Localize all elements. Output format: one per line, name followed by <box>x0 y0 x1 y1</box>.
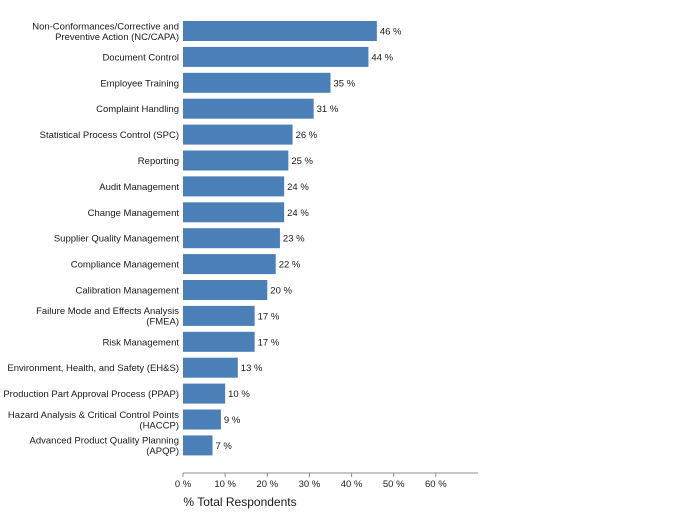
data-label: 26 % <box>296 130 318 141</box>
category-label-line: Audit Management <box>99 182 179 193</box>
x-tick-label: 60 % <box>425 479 447 490</box>
bar <box>183 305 255 326</box>
data-label: 17 % <box>258 337 280 348</box>
category-label-line: Reporting <box>138 156 179 167</box>
category-label: Complaint Handling <box>96 104 179 115</box>
category-label: Production Part Approval Process (PPAP) <box>3 389 179 400</box>
data-label: 24 % <box>287 208 309 219</box>
category-label-line: Advanced Product Quality Planning <box>30 436 179 447</box>
category-label-line: Complaint Handling <box>96 104 179 115</box>
category-label-line: Failure Mode and Effects Analysis <box>36 306 179 317</box>
data-label: 46 % <box>380 27 402 38</box>
category-label: Compliance Management <box>71 260 180 271</box>
x-tick-label: 50 % <box>383 479 405 490</box>
x-tick-label: 30 % <box>299 479 321 490</box>
category-label: Document Control <box>102 52 179 63</box>
value-labels: 46 % 44 % 35 % 31 % 26 % 25 % 24 % 24 % 23 % 22 %… <box>216 27 403 452</box>
x-axis: 0 % 10 % 20 % 30 % 40 % 50 % 60 % <box>175 472 478 490</box>
category-label-line: Environment, Health, and Safety (EH&S) <box>7 363 179 374</box>
data-label: 7 % <box>216 441 233 452</box>
category-label-line: Calibration Management <box>75 286 179 297</box>
data-label: 23 % <box>283 234 305 245</box>
category-label: Calibration Management <box>75 286 179 297</box>
category-label-line: Compliance Management <box>71 260 180 271</box>
bar <box>183 72 331 93</box>
bar <box>183 280 268 300</box>
category-label-line: Risk Management <box>102 337 179 348</box>
bar <box>183 409 221 430</box>
data-label: 31 % <box>317 104 339 115</box>
category-label: Hazard Analysis & Critical Control Point… <box>8 410 179 432</box>
category-label: Failure Mode and Effects Analysis (FMEA) <box>36 306 179 328</box>
bar <box>183 21 377 41</box>
data-label: 24 % <box>287 182 309 193</box>
category-label-line: Preventive Action (NC/CAPA) <box>55 32 179 43</box>
category-label: Risk Management <box>102 337 179 348</box>
x-tick-label: 0 % <box>175 479 192 490</box>
category-label-line: Supplier Quality Management <box>54 234 180 245</box>
category-label-line: Document Control <box>102 52 179 63</box>
bar <box>183 254 276 275</box>
bar <box>183 202 285 223</box>
data-label: 13 % <box>241 363 263 374</box>
category-label-line: (APQP) <box>146 446 179 457</box>
x-axis-title: % Total Respondents <box>183 495 296 509</box>
category-label: Reporting <box>138 156 179 167</box>
bars-layer <box>183 21 377 456</box>
category-label-line: Employee Training <box>100 78 179 89</box>
data-label: 44 % <box>371 52 393 63</box>
x-tick-label: 40 % <box>341 479 363 490</box>
bar <box>183 383 226 404</box>
bar <box>183 150 289 171</box>
category-label-line: Non-Conformances/Corrective and <box>32 21 179 32</box>
bar <box>183 176 285 197</box>
data-label: 35 % <box>334 78 356 89</box>
category-label: Environment, Health, and Safety (EH&S) <box>7 363 179 374</box>
category-label-line: Production Part Approval Process (PPAP) <box>3 389 179 400</box>
data-label: 17 % <box>258 311 280 322</box>
bar <box>183 331 255 352</box>
data-label: 20 % <box>270 286 292 297</box>
category-label: Change Management <box>88 208 180 219</box>
category-label: Audit Management <box>99 182 179 193</box>
data-label: 10 % <box>228 389 250 400</box>
category-label: Advanced Product Quality Planning (APQP) <box>30 436 179 458</box>
category-label-line: Statistical Process Control (SPC) <box>40 130 179 141</box>
bar <box>183 228 280 249</box>
x-tick-label: 10 % <box>214 479 236 490</box>
data-label: 22 % <box>279 260 301 271</box>
category-label: Employee Training <box>100 78 179 89</box>
x-tick-label: 20 % <box>256 479 278 490</box>
bar <box>183 98 314 119</box>
category-label: Supplier Quality Management <box>54 234 180 245</box>
data-label: 9 % <box>224 415 241 426</box>
category-label: Non-Conformances/Corrective and Preventiv… <box>32 21 179 43</box>
category-label-line: (FMEA) <box>146 317 179 328</box>
category-label-line: Change Management <box>88 208 180 219</box>
bar <box>183 357 238 378</box>
bar <box>183 124 293 145</box>
bar <box>183 435 213 456</box>
category-label-line: Hazard Analysis & Critical Control Point… <box>8 410 179 421</box>
category-labels: Non-Conformances/Corrective and Preventiv… <box>3 21 179 457</box>
category-label: Statistical Process Control (SPC) <box>40 130 179 141</box>
bar <box>183 46 369 67</box>
category-label-line: (HACCP) <box>139 420 179 431</box>
data-label: 25 % <box>291 156 313 167</box>
